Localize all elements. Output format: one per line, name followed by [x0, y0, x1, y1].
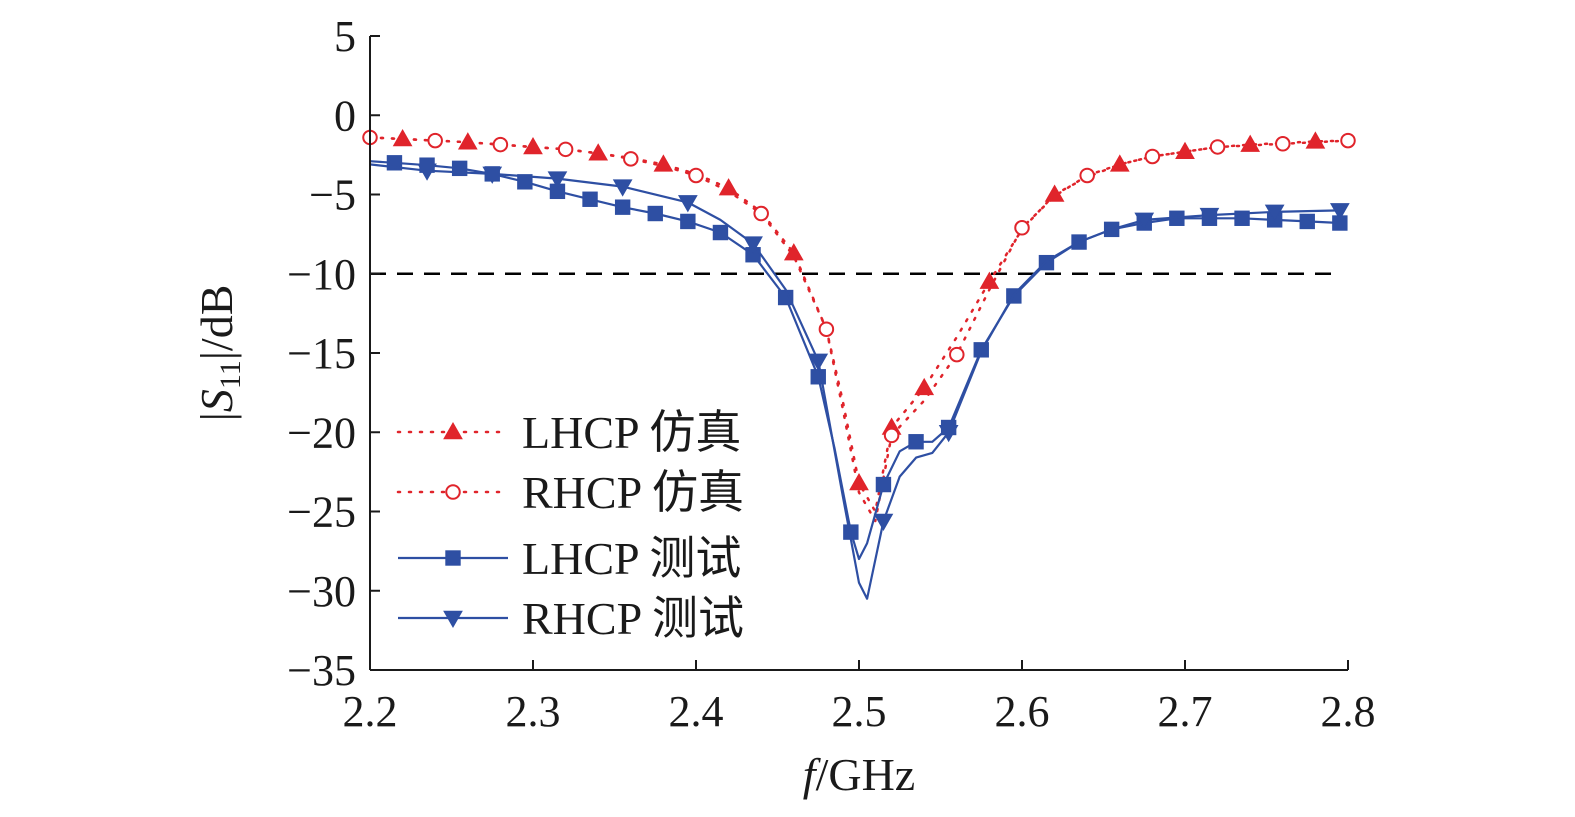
x-tick-label: 2.4 — [669, 687, 724, 736]
data-point-marker — [938, 425, 959, 443]
data-point-marker — [753, 205, 769, 222]
data-point-marker — [457, 132, 478, 150]
data-point-marker — [547, 171, 568, 189]
y-tick-label: −5 — [309, 171, 356, 220]
series-triangledown-3 — [369, 163, 1350, 600]
data-point-marker — [427, 132, 443, 149]
legend-item: RHCP 测试 — [398, 593, 744, 644]
legend-marker-swatch — [445, 484, 461, 500]
data-point-marker — [680, 213, 696, 230]
data-point-marker — [718, 178, 739, 196]
data-point-marker — [1240, 134, 1261, 152]
y-tick-label: −10 — [287, 250, 356, 299]
data-point-marker — [1340, 132, 1356, 149]
y-tick-label: −30 — [287, 567, 356, 616]
data-point-marker — [557, 141, 574, 158]
x-axis-title: f/GHz — [803, 749, 915, 800]
data-point-marker — [883, 427, 900, 444]
data-point-marker — [1175, 141, 1195, 159]
data-point-marker — [1305, 131, 1326, 149]
data-point-marker — [849, 472, 869, 491]
x-tick-label: 2.7 — [1158, 687, 1213, 736]
data-point-marker — [623, 151, 639, 167]
legend-item: LHCP 仿真 — [396, 407, 741, 458]
data-point-marker — [808, 353, 829, 371]
legend-label: LHCP 测试 — [522, 533, 741, 584]
y-axis-title-suffix: |/dB — [191, 285, 242, 361]
data-point-marker — [1144, 148, 1161, 165]
data-point-marker — [1079, 167, 1095, 184]
data-point-marker — [523, 136, 543, 155]
data-point-marker — [688, 167, 704, 184]
y-tick-label: −15 — [287, 329, 356, 378]
x-tick-label: 2.6 — [995, 687, 1050, 736]
legend-item: RHCP 仿真 — [396, 467, 744, 518]
data-point-marker — [1329, 203, 1350, 221]
data-point-marker — [482, 166, 503, 184]
axes-group — [369, 36, 1348, 671]
ticks-group: 2.2 2.3 2.4 2.5 2.6 2.7 2.8 5 0 −5 −10 −15 −20 −25 −30… — [287, 12, 1375, 736]
y-tick-label: −35 — [287, 646, 356, 695]
data-point-marker — [1299, 213, 1315, 230]
data-point-marker — [588, 143, 609, 161]
y-axis-title-subscript: 11 — [214, 360, 247, 389]
x-tick-label: 2.8 — [1321, 687, 1376, 736]
y-axis-title-symbol: S — [191, 389, 242, 412]
data-point-marker — [517, 174, 533, 190]
series-circle-1 — [362, 129, 1356, 523]
series-group — [362, 129, 1356, 600]
legend-label: LHCP 仿真 — [522, 407, 741, 458]
y-tick-label: 0 — [334, 91, 356, 140]
series-line — [368, 136, 1350, 513]
legend-marker-swatch — [443, 610, 463, 629]
series-triangleup-0 — [368, 129, 1350, 513]
data-point-marker — [914, 377, 935, 396]
data-point-marker — [582, 191, 598, 207]
data-point-marker — [612, 179, 633, 197]
data-point-marker — [1134, 212, 1155, 230]
data-point-marker — [810, 369, 826, 385]
data-point-marker — [1264, 204, 1285, 222]
data-point-marker — [677, 195, 698, 213]
data-point-marker — [818, 321, 835, 337]
x-tick-label: 2.5 — [832, 687, 887, 736]
legend: LHCP 仿真 RHCP 仿真 LHCP 测试 RHCP 测试 — [396, 407, 744, 644]
series-square-2 — [369, 155, 1348, 561]
x-tick-label: 2.3 — [506, 687, 561, 736]
legend-marker-swatch — [443, 421, 463, 440]
data-point-marker — [908, 434, 924, 450]
data-point-marker — [1014, 220, 1030, 236]
data-point-marker — [1209, 139, 1226, 155]
data-point-marker — [417, 163, 437, 181]
series-line — [368, 136, 1350, 523]
legend-label: RHCP 仿真 — [522, 467, 744, 518]
legend-item: LHCP 测试 — [398, 533, 741, 584]
x-tick-label: 2.2 — [343, 687, 398, 736]
data-point-marker — [1199, 207, 1220, 226]
series-line — [369, 160, 1340, 561]
legend-marker-swatch — [445, 550, 461, 566]
x-axis-title-unit: /GHz — [816, 749, 916, 800]
y-tick-label: −25 — [287, 488, 356, 537]
data-point-marker — [492, 136, 509, 153]
legend-label: RHCP 测试 — [522, 593, 744, 644]
y-tick-label: 5 — [334, 12, 356, 61]
data-point-marker — [783, 243, 804, 261]
data-point-marker — [743, 236, 763, 254]
data-point-marker — [614, 199, 631, 215]
data-point-marker — [875, 476, 892, 493]
data-point-marker — [949, 346, 965, 363]
data-point-marker — [1275, 136, 1291, 152]
y-axis-title-prefix: | — [191, 412, 242, 421]
y-axis-title: |S11|/dB — [191, 285, 247, 422]
data-point-marker — [873, 513, 894, 532]
y-tick-label: −20 — [287, 408, 356, 457]
data-point-marker — [979, 271, 1000, 289]
data-point-marker — [647, 205, 663, 222]
data-point-marker — [712, 224, 729, 241]
